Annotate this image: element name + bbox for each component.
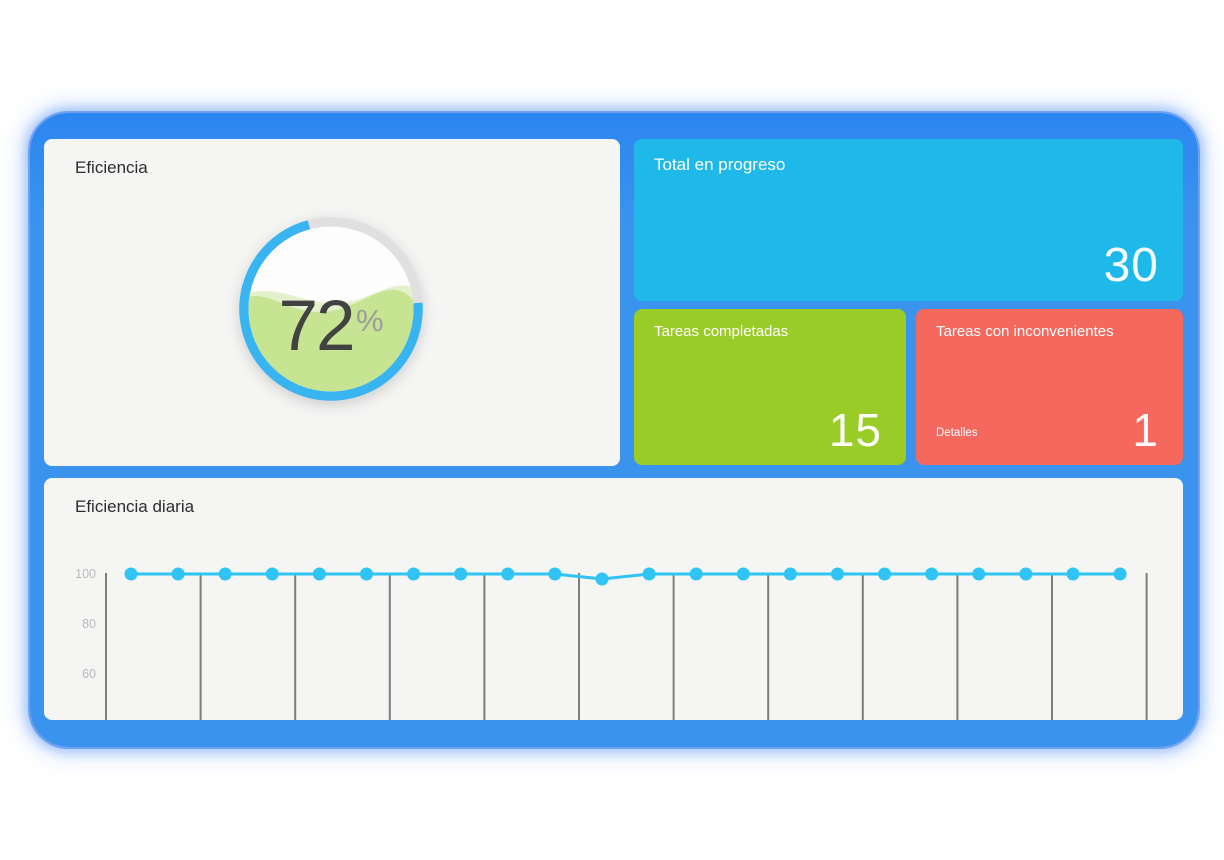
data-point	[925, 567, 939, 581]
data-point	[1019, 567, 1033, 581]
tasks-issues-title: Tareas con inconvenientes	[936, 323, 1114, 340]
y-axis-tick-label: 100	[75, 567, 96, 581]
efficiency-gauge: 72 %	[239, 217, 423, 401]
efficiency-card-title: Eficiencia	[75, 158, 148, 177]
efficiency-card: Eficiencia 72 %	[44, 139, 620, 466]
tasks-issues-value: 1	[1132, 404, 1159, 456]
gauge-liquid	[248, 285, 414, 392]
data-point	[312, 567, 326, 581]
total-in-progress-title: Total en progreso	[654, 155, 786, 174]
data-point	[595, 572, 609, 586]
data-point	[783, 567, 797, 581]
y-axis-tick-label: 60	[82, 667, 96, 681]
efficiency-line-series	[131, 572, 1121, 581]
tasks-issues-card: Tareas con inconvenientes Detalles 1	[916, 309, 1183, 465]
details-link[interactable]: Detalles	[936, 427, 978, 439]
daily-efficiency-chart: 100 80 60	[75, 567, 1148, 720]
data-point	[831, 567, 844, 581]
data-point	[265, 567, 279, 581]
daily-efficiency-title: Eficiencia diaria	[75, 497, 195, 516]
total-in-progress-card: Total en progreso 30	[634, 139, 1183, 301]
data-point	[171, 567, 185, 581]
data-point	[1066, 567, 1080, 581]
data-point	[360, 567, 373, 581]
data-point	[878, 567, 892, 581]
daily-efficiency-card: Eficiencia diaria 100 80 60	[44, 478, 1183, 720]
data-point	[124, 567, 138, 581]
dashboard-container: Eficiencia 72 % Total en progreso 30 Tar…	[30, 113, 1198, 747]
total-in-progress-value: 30	[1103, 239, 1159, 292]
tasks-completed-title: Tareas completadas	[654, 323, 789, 340]
data-point	[454, 567, 468, 581]
tasks-completed-value: 15	[828, 404, 882, 456]
data-point	[972, 567, 986, 581]
tasks-completed-card: Tareas completadas 15	[634, 309, 906, 465]
y-axis-tick-label: 80	[82, 617, 96, 631]
data-point	[501, 567, 515, 581]
gauge-liquid-wave	[248, 289, 414, 392]
data-point	[1113, 567, 1127, 581]
gauge-progress-arc	[239, 217, 423, 401]
data-point	[689, 567, 703, 581]
data-point	[218, 567, 232, 581]
gauge-value: 72	[279, 287, 354, 366]
data-point	[548, 567, 562, 581]
data-point	[642, 567, 656, 581]
data-point	[407, 567, 421, 581]
data-point	[736, 567, 750, 581]
gauge-unit: %	[356, 303, 384, 338]
